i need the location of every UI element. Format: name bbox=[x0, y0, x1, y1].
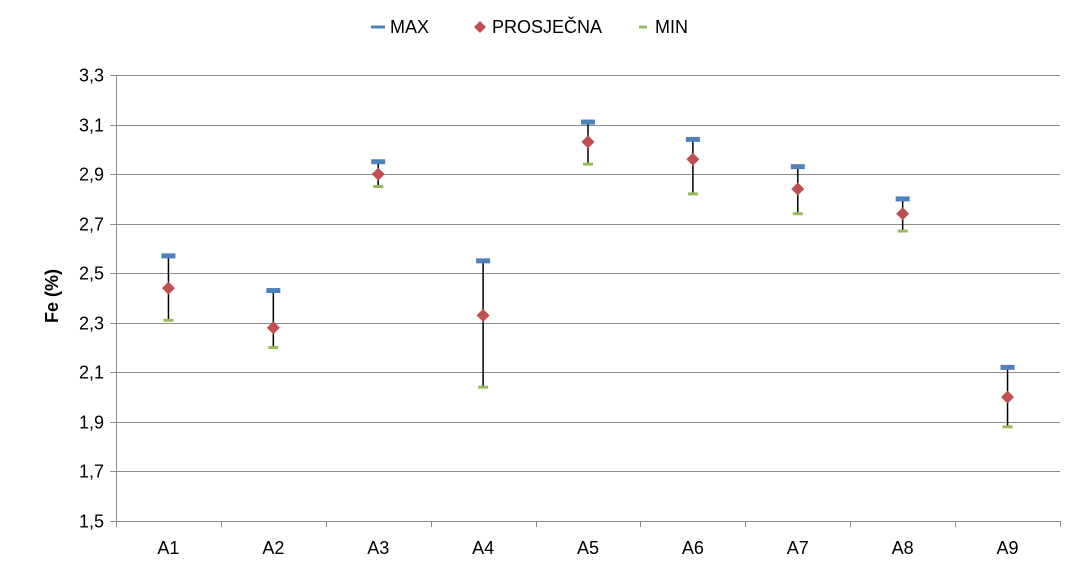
data-markers bbox=[161, 119, 1015, 429]
legend-swatch-max bbox=[371, 25, 385, 29]
legend-swatch-min bbox=[639, 25, 647, 29]
max-marker bbox=[895, 196, 910, 202]
x-tick-label: A3 bbox=[367, 538, 389, 558]
min-marker bbox=[373, 185, 384, 188]
y-tick-label: 2,7 bbox=[79, 215, 104, 235]
y-tick-label: 2,5 bbox=[79, 264, 104, 284]
legend-label: MIN bbox=[655, 17, 688, 37]
legend: MAX PROSJEČNA MIN bbox=[371, 16, 688, 37]
y-tick-label: 1,9 bbox=[79, 413, 104, 433]
average-marker bbox=[791, 182, 805, 196]
y-tick-labels: 1,5 1,7 1,9 2,1 2,3 2,5 2,7 2,9 3,1 3,3 bbox=[79, 66, 104, 532]
min-marker bbox=[583, 162, 593, 166]
average-marker bbox=[896, 207, 910, 221]
max-marker bbox=[1000, 364, 1015, 370]
x-tick-label: A7 bbox=[787, 538, 809, 558]
y-tick-label: 2,9 bbox=[79, 165, 104, 185]
x-tick-label: A9 bbox=[997, 538, 1019, 558]
x-tick-label: A6 bbox=[682, 538, 704, 558]
high-low-lines bbox=[167, 122, 1009, 427]
legend-swatch-average bbox=[474, 21, 486, 33]
max-marker bbox=[266, 288, 281, 294]
min-marker bbox=[268, 346, 279, 350]
average-marker bbox=[686, 152, 700, 166]
average-marker bbox=[1001, 390, 1015, 404]
legend-label: MAX bbox=[390, 17, 429, 37]
x-tick-label: A1 bbox=[157, 538, 179, 558]
min-marker bbox=[163, 318, 174, 322]
x-tick-label: A2 bbox=[262, 538, 284, 558]
min-marker bbox=[1002, 425, 1013, 429]
max-marker bbox=[161, 253, 176, 259]
y-tick-label: 1,7 bbox=[79, 462, 104, 482]
min-marker bbox=[897, 229, 908, 233]
y-tick-label: 2,3 bbox=[79, 314, 104, 334]
x-tick-label: A8 bbox=[892, 538, 914, 558]
min-marker bbox=[792, 212, 803, 216]
max-marker bbox=[685, 136, 700, 142]
x-tick-label: A5 bbox=[577, 538, 599, 558]
y-tick-label: 3,3 bbox=[79, 66, 104, 86]
average-marker bbox=[266, 321, 280, 335]
average-marker bbox=[476, 308, 490, 322]
max-marker bbox=[476, 258, 491, 264]
average-marker bbox=[371, 167, 385, 181]
max-marker bbox=[371, 159, 386, 165]
y-tick-label: 3,1 bbox=[79, 116, 104, 136]
axes bbox=[110, 75, 1061, 527]
x-tick-labels: A1 A2 A3 A4 A5 A6 A7 A8 A9 bbox=[157, 538, 1018, 558]
x-tick-label: A4 bbox=[472, 538, 494, 558]
y-tick-label: 2,1 bbox=[79, 363, 104, 383]
max-marker bbox=[581, 119, 595, 125]
min-marker bbox=[478, 385, 489, 389]
y-tick-label: 1,5 bbox=[79, 512, 104, 532]
average-marker bbox=[161, 281, 175, 295]
y-axis-title: Fe (%) bbox=[42, 269, 62, 323]
legend-label: PROSJEČNA bbox=[492, 16, 602, 37]
average-marker bbox=[581, 135, 595, 149]
max-marker bbox=[790, 164, 805, 170]
min-marker bbox=[687, 192, 698, 196]
